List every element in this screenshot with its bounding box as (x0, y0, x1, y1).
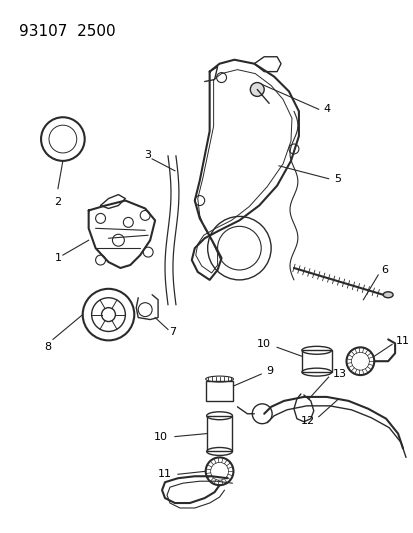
Text: 1: 1 (54, 253, 61, 263)
Text: 2: 2 (54, 197, 62, 207)
Text: 11: 11 (158, 469, 171, 479)
Circle shape (250, 83, 263, 96)
Text: 7: 7 (169, 327, 176, 337)
Text: 93107  2500: 93107 2500 (19, 24, 116, 39)
Text: 3: 3 (144, 150, 151, 160)
Text: 10: 10 (256, 340, 271, 349)
Text: 13: 13 (332, 369, 346, 379)
Ellipse shape (382, 292, 392, 298)
Text: 5: 5 (334, 174, 341, 184)
Text: 8: 8 (44, 342, 52, 352)
Text: 9: 9 (266, 366, 273, 376)
Text: 10: 10 (154, 432, 168, 441)
Text: 4: 4 (323, 104, 330, 114)
Text: 6: 6 (380, 265, 387, 275)
Text: 11: 11 (395, 336, 409, 346)
Text: 12: 12 (300, 416, 314, 426)
